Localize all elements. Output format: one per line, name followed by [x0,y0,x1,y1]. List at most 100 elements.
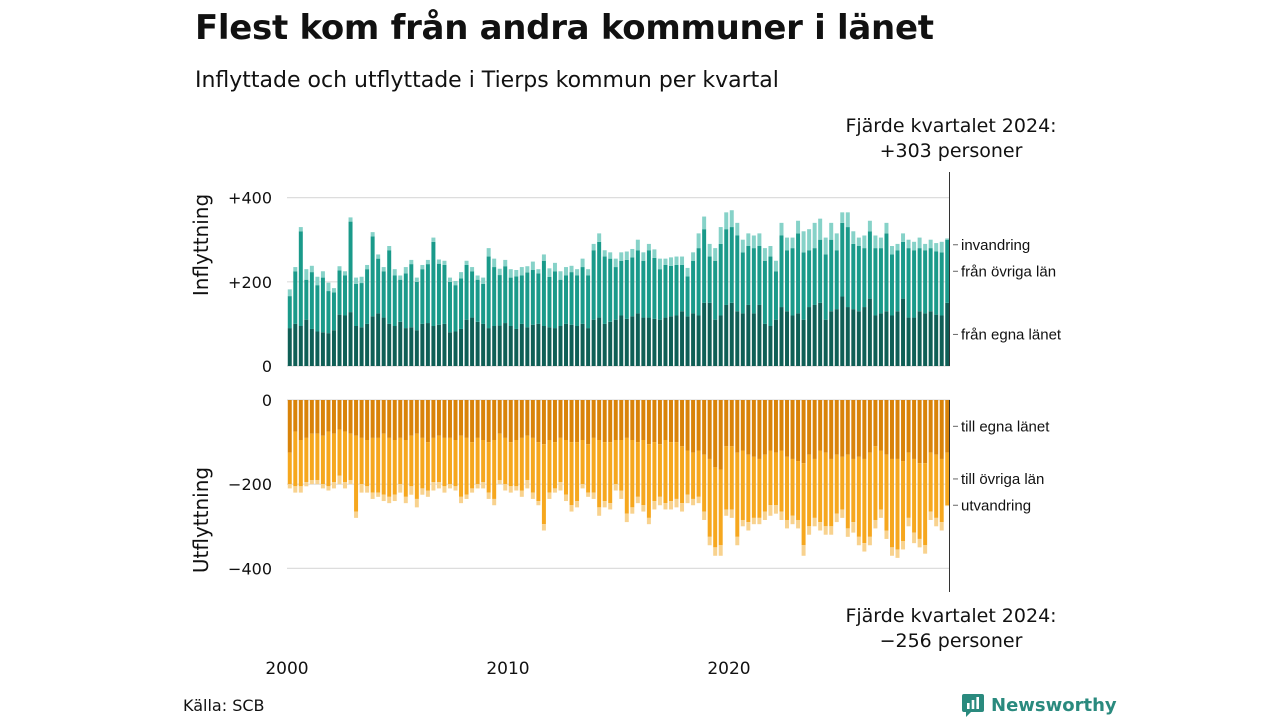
bar-inflow-segment [387,250,392,324]
bar-outflow-segment [343,400,347,432]
bar-outflow-segment [707,536,712,546]
bar-outflow-segment [547,400,552,440]
bar-outflow-segment [790,458,795,516]
bar-outflow-segment [370,492,375,499]
bar-outflow-segment [823,400,828,453]
bar-inflow-segment [309,265,314,273]
bar-inflow-segment [398,275,403,280]
bar-inflow-segment [928,239,933,249]
bar-inflow-segment [492,267,497,326]
bar-inflow-segment [641,252,646,261]
bar-inflow-segment [481,277,486,284]
bar-outflow-segment [785,400,789,457]
bar-outflow-segment [431,482,436,491]
bar-inflow-segment [420,264,425,270]
bar-outflow-segment [541,444,546,525]
bar-outflow-segment [702,454,707,512]
bar-outflow-segment [674,498,679,508]
bar-outflow-segment [845,400,850,455]
bar-inflow-segment [343,271,347,276]
bar-inflow-segment [718,315,723,366]
bar-outflow-segment [315,433,320,480]
bar-inflow-segment [762,248,767,261]
bar-outflow-segment [939,400,944,459]
bar-outflow-segment [906,400,911,453]
brand-logo[interactable]: Newsworthy [961,692,1117,718]
bar-inflow-segment [320,271,325,278]
bar-inflow-segment [641,260,646,318]
bar-outflow-segment [481,440,486,483]
bar-inflow-segment [293,271,298,324]
bar-inflow-segment [298,227,303,232]
bar-inflow-segment [707,256,712,303]
bar-inflow-segment [624,251,629,260]
bar-inflow-segment [420,269,425,324]
bar-outflow-segment [392,440,397,495]
bar-outflow-segment [354,435,359,512]
bar-inflow-segment [663,317,668,366]
bar-inflow-segment [945,302,950,366]
bar-inflow-segment [796,233,801,314]
bar-outflow-segment [359,437,364,485]
bar-outflow-segment [376,400,381,438]
bar-outflow-segment [862,458,867,544]
bar-outflow-segment [481,482,486,489]
bar-inflow-segment [536,273,541,324]
bar-outflow-segment [890,400,894,459]
bar-outflow-segment [376,492,381,497]
bar-outflow-segment [895,400,900,459]
bar-outflow-segment [580,484,585,489]
bar-inflow-segment [740,252,745,314]
bar-outflow-segment [713,400,718,468]
bar-inflow-segment [768,326,773,366]
bar-inflow-segment [475,275,480,280]
bar-outflow-segment [790,515,795,525]
bar-inflow-segment [890,254,894,316]
bar-inflow-segment [740,239,745,253]
bar-inflow-segment [403,328,408,366]
bar-inflow-segment [851,309,856,366]
bar-outflow-segment [746,400,751,455]
bar-inflow-segment [569,324,574,366]
bar-outflow-segment [768,505,773,516]
bar-inflow-segment [785,237,789,251]
bar-outflow-segment [343,482,347,489]
bar-inflow-segment [381,271,386,318]
bar-inflow-segment [508,277,513,326]
bar-outflow-segment [365,440,370,487]
annotation-outflow-line1: Fjärde kvartalet 2024: [845,605,1057,627]
bar-outflow-segment [707,458,712,537]
bar-outflow-segment [365,400,370,440]
bar-outflow-segment [530,400,535,438]
bar-inflow-segment [575,275,580,327]
bar-inflow-segment [751,313,756,367]
bar-inflow-segment [702,216,707,230]
y-tick-label: +200 [228,273,272,292]
bar-inflow-segment [657,258,662,270]
bar-inflow-segment [685,267,690,277]
bar-inflow-segment [525,272,530,328]
bar-inflow-segment [729,302,734,366]
bar-inflow-segment [762,323,767,366]
bar-outflow-segment [365,486,370,493]
bar-inflow-segment [724,304,729,366]
bar-inflow-segment [884,311,889,366]
bar-outflow-segment [740,450,745,520]
source-note: Källa: SCB [183,696,265,715]
bar-inflow-segment [785,311,789,366]
bar-outflow-segment [387,437,392,497]
bar-outflow-segment [376,437,381,493]
bar-outflow-segment [580,400,585,440]
bar-outflow-segment [807,454,812,527]
bar-inflow-segment [414,330,419,366]
bar-outflow-segment [398,484,403,493]
bar-outflow-segment [934,454,939,518]
bar-inflow-segment [304,319,309,366]
bar-inflow-segment [486,328,491,366]
bar-inflow-segment [707,302,712,366]
bar-outflow-segment [923,545,928,554]
bar-outflow-segment [619,490,624,499]
bar-outflow-segment [608,503,613,510]
bar-inflow-segment [365,269,370,324]
bar-outflow-segment [481,400,486,440]
